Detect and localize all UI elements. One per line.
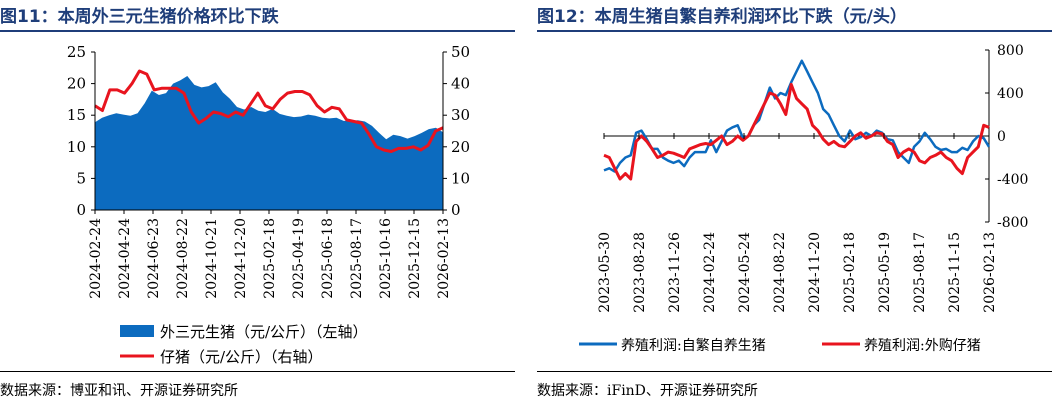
chart-canvas-profit: 800 400 0 -400 -800 2023-05-30 2023-08-28 2023-… — [579, 43, 1028, 354]
x-tick-label: 2024-08-22 — [772, 232, 788, 313]
legend-label: 外三元生猪（元/公斤）（左轴） — [160, 323, 368, 341]
right-tick-label: 0 — [451, 201, 461, 219]
x-tick-label: 2025-06-18 — [320, 218, 336, 299]
left-tick-label: 20 — [67, 75, 86, 93]
x-tick-label: 2025-08-17 — [912, 232, 928, 313]
left-tick-label: 25 — [67, 43, 86, 61]
x-tick-label: 2026-02-13 — [982, 232, 998, 313]
chart-source: 数据来源：iFinD、开源证券研究所 — [537, 383, 758, 399]
x-tick-label: 2024-06-23 — [146, 218, 162, 299]
x-tick-label: 2025-08-17 — [349, 218, 365, 299]
legend-swatch-area — [120, 325, 154, 337]
x-tick-label: 2025-12-15 — [407, 218, 423, 299]
chart-title: 图12：本周生猪自繁自养利润环比下跌（元/头） — [537, 7, 907, 27]
x-tick-label: 2025-02-18 — [842, 232, 858, 313]
source-divider — [537, 371, 1052, 372]
x-tick-label: 2024-11-20 — [807, 232, 823, 313]
right-tick-label: 50 — [451, 43, 470, 61]
area-series-wai-san-yuan — [95, 76, 443, 210]
y-tick-label: 400 — [997, 86, 1024, 102]
chart-canvas-pig-price: 0 5 10 15 20 25 0 10 20 30 40 50 2024-02-24 2024-04-2… — [67, 43, 470, 366]
left-tick-label: 15 — [67, 106, 86, 124]
x-tick-label: 2025-10-16 — [378, 218, 394, 299]
right-tick-label: 40 — [451, 75, 470, 93]
x-tick-label: 2024-05-24 — [737, 232, 753, 313]
x-tick-label: 2025-04-19 — [291, 218, 307, 299]
x-tick-label: 2025-05-19 — [877, 232, 893, 313]
right-tick-label: 30 — [451, 106, 470, 124]
x-tick-label: 2024-12-20 — [233, 218, 249, 299]
chart-source: 数据来源：博亚和讯、开源证券研究所 — [0, 383, 238, 399]
chart-title: 图11：本周外三元生猪价格环比下跌 — [0, 7, 279, 27]
x-tick-label: 2024-02-24 — [702, 232, 718, 313]
legend-label: 养殖利润:自繁自养生猪 — [621, 337, 766, 354]
x-tick-label: 2023-05-30 — [597, 232, 613, 313]
source-divider — [0, 371, 515, 372]
legend-label: 仔猪（元/公斤）（右轴） — [160, 348, 323, 366]
y-tick-label: -800 — [997, 215, 1028, 231]
right-tick-label: 10 — [451, 169, 470, 187]
title-divider — [537, 30, 1052, 32]
x-tick-label: 2024-02-24 — [88, 218, 104, 299]
x-tick-label: 2025-11-15 — [947, 232, 963, 313]
right-tick-label: 20 — [451, 138, 470, 156]
legend-label: 养殖利润:外购仔猪 — [864, 337, 981, 354]
y-tick-label: 0 — [997, 129, 1006, 145]
left-tick-label: 0 — [76, 201, 86, 219]
x-tick-label: 2024-08-22 — [175, 218, 191, 299]
title-divider — [0, 30, 515, 32]
x-tick-label: 2026-02-13 — [436, 218, 452, 299]
left-tick-label: 10 — [67, 138, 86, 156]
line-series-purchased-piglet — [603, 82, 990, 181]
line-series-piglet — [94, 69, 444, 153]
y-tick-label: -400 — [997, 172, 1028, 188]
y-tick-label: 800 — [997, 43, 1024, 59]
x-tick-label: 2023-08-28 — [632, 232, 648, 313]
chart-panel-profit: 图12：本周生猪自繁自养利润环比下跌（元/头） 800 400 0 -400 -800 2… — [537, 0, 1057, 404]
x-tick-label: 2024-10-21 — [204, 218, 220, 299]
chart-panel-pig-price: 图11：本周外三元生猪价格环比下跌 0 5 10 15 20 25 0 10 20 30 40 50 2… — [0, 0, 520, 404]
x-tick-label: 2024-04-24 — [117, 218, 133, 299]
x-tick-label: 2023-11-26 — [667, 232, 683, 313]
left-tick-label: 5 — [76, 169, 86, 187]
line-series-self-breeding — [603, 59, 991, 173]
x-tick-label: 2025-02-18 — [262, 218, 278, 299]
